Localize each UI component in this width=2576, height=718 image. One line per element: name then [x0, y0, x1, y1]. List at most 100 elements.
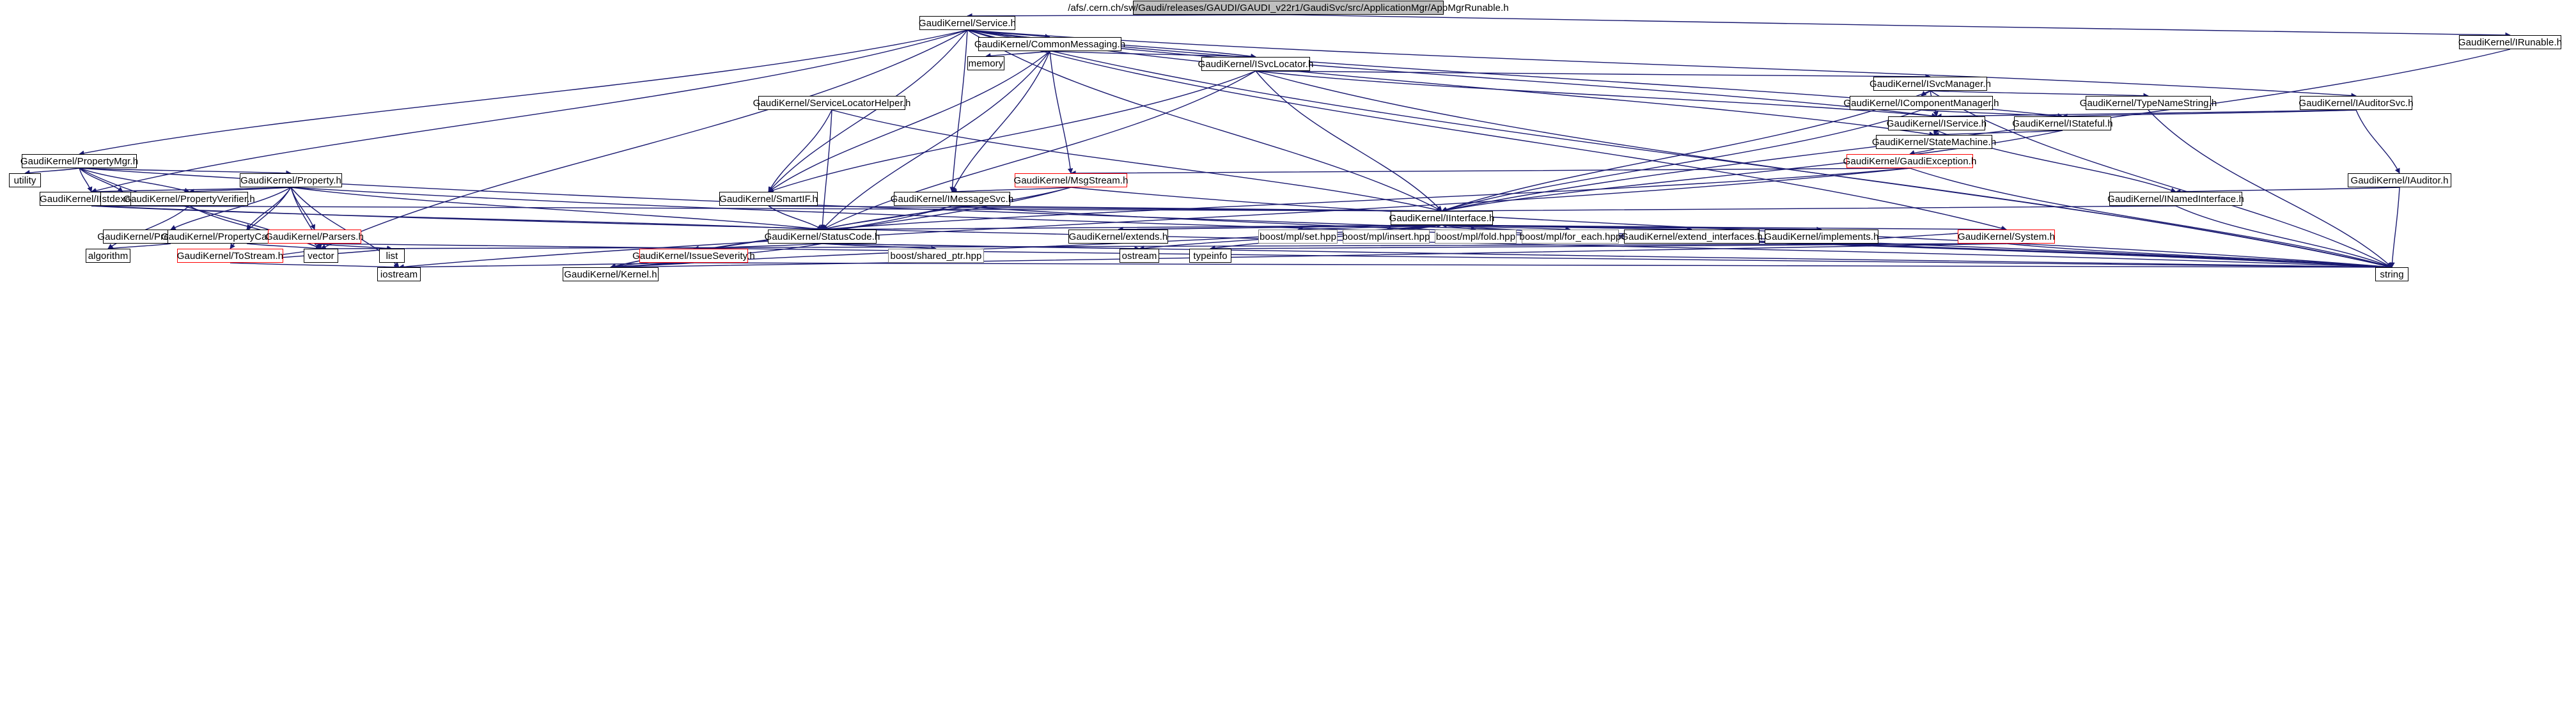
graph-node-typenamestring[interactable]: GaudiKernel/TypeNameString.h: [2080, 96, 2217, 110]
graph-node-mpl_insert[interactable]: boost/mpl/insert.hpp: [1342, 230, 1430, 244]
graph-node-string[interactable]: string: [2375, 267, 2408, 281]
graph-node-isvclocator[interactable]: GaudiKernel/ISvcLocator.h: [1198, 57, 1313, 71]
graph-node-istateful[interactable]: GaudiKernel/IStateful.h: [2012, 116, 2113, 130]
graph-edge: [91, 29, 968, 194]
graph-node-iinterface[interactable]: GaudiKernel/IInterface.h: [1389, 211, 1494, 225]
graph-node-label: GaudiKernel/System.h: [1957, 231, 2056, 242]
graph-node-propertymgr[interactable]: GaudiKernel/PropertyMgr.h: [20, 154, 139, 168]
graph-edge: [1255, 70, 1937, 119]
graph-node-memory[interactable]: memory: [967, 56, 1004, 70]
graph-node-label: typeinfo: [1193, 250, 1228, 261]
graph-node-gaudiexception[interactable]: GaudiKernel/GaudiException.h: [1843, 154, 1976, 168]
graph-edge: [320, 29, 968, 249]
graph-node-servicelocatorhelper[interactable]: GaudiKernel/ServiceLocatorHelper.h: [753, 96, 910, 110]
graph-node-label: GaudiKernel/Kernel.h: [564, 269, 657, 280]
graph-node-label: algorithm: [88, 250, 129, 261]
graph-edge: [1441, 222, 1692, 230]
graph-edge: [79, 168, 93, 192]
graph-edge: [1441, 224, 1822, 233]
graph-node-smartif[interactable]: GaudiKernel/SmartIF.h: [719, 192, 818, 206]
graph-node-label: boost/mpl/for_each.hpp: [1519, 231, 1621, 242]
graph-node-list[interactable]: list: [379, 249, 405, 263]
graph-node-root[interactable]: /afs/.cern.ch/sw/Gaudi/releases/GAUDI/GA…: [1068, 1, 1509, 15]
graph-edge: [967, 29, 1050, 40]
graph-node-tostream[interactable]: GaudiKernel/ToStream.h: [177, 249, 283, 263]
graph-node-implements[interactable]: GaudiKernel/implements.h: [1764, 230, 1878, 244]
graph-node-label: vector: [308, 250, 334, 261]
graph-node-mpl_fold[interactable]: boost/mpl/fold.hpp: [1435, 230, 1517, 244]
graph-node-parsers[interactable]: GaudiKernel/Parsers.h: [265, 230, 364, 244]
graph-edge: [2006, 243, 2393, 270]
graph-node-mpl_set[interactable]: boost/mpl/set.hpp: [1258, 230, 1338, 244]
graph-node-commonmessaging[interactable]: GaudiKernel/CommonMessaging.h: [974, 37, 1125, 51]
graph-node-label: GaudiKernel/GaudiException.h: [1843, 155, 1977, 167]
graph-edge: [2148, 109, 2393, 268]
graph-edge: [822, 224, 1442, 233]
graph-edge: [967, 29, 2007, 231]
graph-edge: [610, 262, 694, 270]
graph-edge: [1049, 51, 1256, 59]
graph-node-imessagesvc[interactable]: GaudiKernel/IMessageSvc.h: [891, 192, 1013, 206]
graph-node-issueseverity[interactable]: GaudiKernel/IssueSeverity.h: [632, 249, 755, 263]
graph-node-extends[interactable]: GaudiKernel/extends.h: [1068, 230, 1168, 244]
graph-edge: [949, 29, 968, 192]
graph-edge: [79, 168, 123, 192]
graph-node-label: GaudiKernel/ISvcLocator.h: [1198, 58, 1314, 70]
graph-edge: [2355, 109, 2400, 174]
graph-node-label: GaudiKernel/extend_interfaces.h: [1621, 231, 1763, 242]
graph-node-service[interactable]: GaudiKernel/Service.h: [919, 16, 1016, 30]
graph-edge: [91, 205, 823, 232]
graph-node-msgstream[interactable]: GaudiKernel/MsgStream.h: [1013, 173, 1128, 187]
graph-node-icomponentmanager[interactable]: GaudiKernel/IComponentManager.h: [1843, 96, 1999, 110]
graph-node-iauditorsvc[interactable]: GaudiKernel/IAuditorSvc.h: [2299, 96, 2414, 110]
graph-node-utility[interactable]: utility: [9, 173, 41, 187]
graph-edge: [1118, 222, 1442, 230]
graph-edge: [1441, 224, 2007, 233]
graph-node-iservice[interactable]: GaudiKernel/IService.h: [1887, 116, 1987, 130]
graph-edge: [1921, 109, 2063, 119]
graph-edge: [1930, 90, 2149, 98]
graph-node-label: GaudiKernel/StateMachine.h: [1871, 136, 1997, 148]
graph-edge: [91, 205, 1442, 214]
graph-node-inamedinterface[interactable]: GaudiKernel/INamedInterface.h: [2107, 192, 2244, 206]
graph-edge: [290, 187, 2393, 270]
graph-edge: [1441, 224, 1476, 231]
graph-edge: [1909, 168, 2393, 269]
graph-edge: [822, 243, 2393, 270]
graph-node-irunable[interactable]: GaudiKernel/IRunable.h: [2458, 35, 2562, 49]
graph-node-ostream[interactable]: ostream: [1120, 249, 1159, 263]
graph-node-label: GaudiKernel/PropertyMgr.h: [20, 155, 139, 167]
graph-node-vector[interactable]: vector: [304, 249, 338, 263]
graph-edge: [985, 51, 1050, 59]
graph-edge: [189, 187, 292, 194]
graph-node-iauditor[interactable]: GaudiKernel/IAuditor.h: [2348, 173, 2451, 187]
graph-edge: [1921, 90, 1931, 97]
graph-edge: [768, 205, 823, 230]
graph-node-propertyverifier[interactable]: GaudiKernel/PropertyVerifier.h: [123, 192, 255, 206]
graph-node-label: GaudiKernel/Parsers.h: [265, 231, 364, 242]
graph-node-label: GaudiKernel/TypeNameString.h: [2079, 97, 2217, 109]
graph-edge: [1936, 109, 2357, 120]
graph-node-iostream[interactable]: iostream: [377, 267, 421, 281]
graph-node-system[interactable]: GaudiKernel/System.h: [1958, 230, 2055, 244]
graph-node-algorithm[interactable]: algorithm: [86, 249, 130, 263]
graph-node-extend_interfaces[interactable]: GaudiKernel/extend_interfaces.h: [1621, 230, 1763, 244]
graph-node-statemachine[interactable]: GaudiKernel/StateMachine.h: [1872, 135, 1996, 149]
graph-edge: [24, 168, 80, 176]
graph-edge: [822, 70, 1256, 230]
graph-node-statuscode[interactable]: GaudiKernel/StatusCode.h: [765, 230, 880, 244]
graph-edge: [2175, 187, 2400, 194]
graph-node-mpl_for_each[interactable]: boost/mpl/for_each.hpp: [1519, 230, 1621, 244]
graph-node-shared_ptr[interactable]: boost/shared_ptr.hpp: [888, 249, 984, 263]
graph-edge: [314, 243, 393, 251]
graph-node-label: GaudiKernel/INamedInterface.h: [2107, 193, 2244, 205]
graph-edge: [1441, 224, 1571, 232]
graph-node-label: GaudiKernel/IAuditor.h: [2350, 175, 2449, 186]
graph-edge: [951, 187, 1072, 194]
graph-node-isvcmanager[interactable]: GaudiKernel/ISvcManager.h: [1870, 77, 1991, 91]
graph-node-typeinfo[interactable]: typeinfo: [1189, 249, 1231, 263]
graph-node-property[interactable]: GaudiKernel/Property.h: [240, 173, 342, 187]
graph-edge: [320, 243, 2007, 252]
graph-node-kernel[interactable]: GaudiKernel/Kernel.h: [563, 267, 659, 281]
